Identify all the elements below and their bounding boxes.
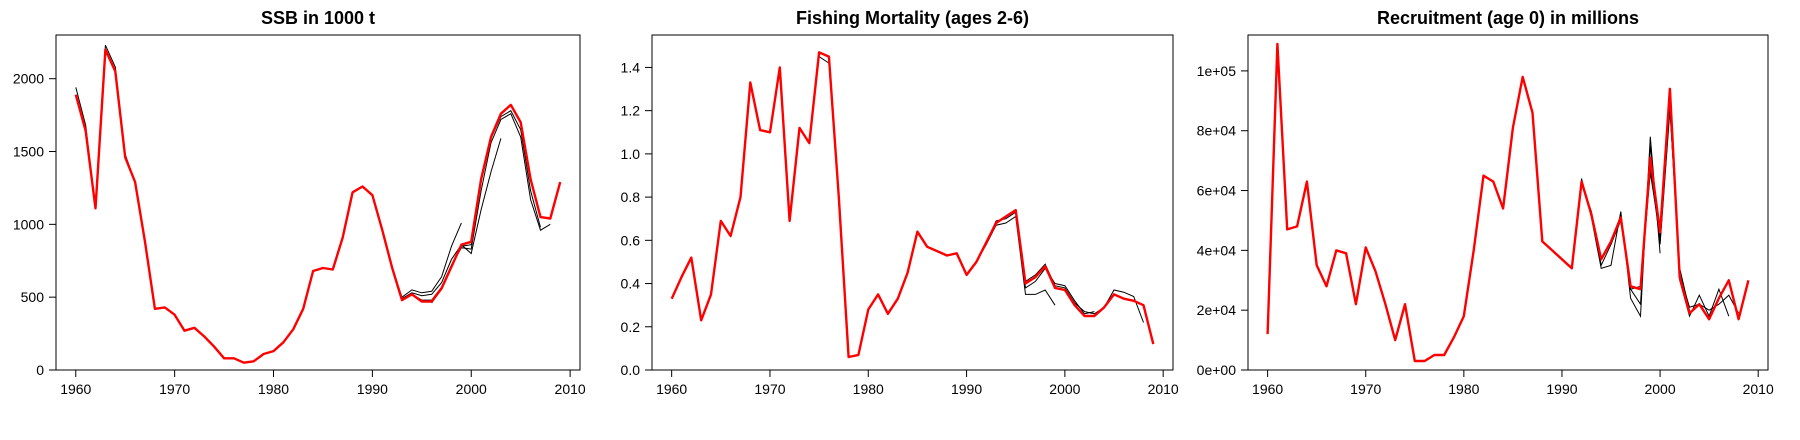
fishing-mortality-x-tick-label: 1980 xyxy=(853,381,884,397)
recruitment-y-tick-label: 2e+04 xyxy=(1197,302,1237,318)
ssb-panel: SSB in 1000 t 1960 1970 1980 1990 2000 2010 0 50… xyxy=(13,8,586,397)
recruitment-x-tick-label: 1970 xyxy=(1350,381,1381,397)
recruitment-y-tick-label: 8e+04 xyxy=(1197,123,1237,139)
ssb-y-tick-label: 500 xyxy=(21,289,45,305)
recruitment-plot-frame xyxy=(1247,34,1769,371)
fishing-mortality-y-tick-label: 1.2 xyxy=(621,103,641,119)
recruitment-y-tick-label: 6e+04 xyxy=(1197,183,1237,199)
recruitment-retrospective-series-line xyxy=(1640,106,1740,314)
ssb-x-tick-label: 1980 xyxy=(258,381,289,397)
fishing-mortality-panel: Fishing Mortality (ages 2-6) 1960 1970 1980… xyxy=(621,8,1179,397)
recruitment-x-tick-label: 2000 xyxy=(1644,381,1675,397)
ssb-x-tick-label: 1990 xyxy=(357,381,388,397)
recruitment-y-tick-label: 0e+00 xyxy=(1197,362,1237,378)
ssb-y-tick-label: 1000 xyxy=(13,216,44,232)
ssb-y-tick-label: 0 xyxy=(36,362,44,378)
recruitment-y-tick-label: 1e+05 xyxy=(1197,63,1237,79)
fishing-mortality-y-tick-label: 0.0 xyxy=(621,362,641,378)
fishing-mortality-y-tick-label: 0.4 xyxy=(621,276,641,292)
ssb-chart-title: SSB in 1000 t xyxy=(261,8,375,28)
fishing-mortality-x-tick-label: 1990 xyxy=(951,381,982,397)
recruitment-x-tick-label: 1980 xyxy=(1448,381,1479,397)
fishing-mortality-final-series-line xyxy=(670,51,1155,359)
fishing-mortality-x-tick-label: 2000 xyxy=(1049,381,1080,397)
recruitment-x-tick-label: 1990 xyxy=(1546,381,1577,397)
recruitment-chart-title: Recruitment (age 0) in millions xyxy=(1377,8,1639,28)
ssb-retrospective-series-line xyxy=(401,112,551,301)
ssb-x-tick-label: 2010 xyxy=(555,381,586,397)
fishing-mortality-x-tick-label: 2010 xyxy=(1148,381,1179,397)
fishing-mortality-plot-frame xyxy=(651,34,1174,371)
ssb-final-series-line xyxy=(74,48,562,364)
ssb-x-tick-label: 1960 xyxy=(60,381,91,397)
fishing-mortality-y-tick-label: 0.6 xyxy=(621,232,641,248)
recruitment-final-series-line xyxy=(1266,42,1750,363)
ssb-x-tick-label: 2000 xyxy=(456,381,487,397)
recruitment-x-tick-label: 1960 xyxy=(1252,381,1283,397)
ssb-retrospective-series-line xyxy=(75,44,462,364)
fishing-mortality-y-tick-label: 1.0 xyxy=(621,146,641,162)
ssb-retrospective-series-line xyxy=(401,138,502,300)
recruitment-panel: Recruitment (age 0) in millions 1960 1970 1… xyxy=(1197,8,1774,397)
ssb-y-tick-label: 2000 xyxy=(13,71,44,87)
recruitment-x-tick-label: 2010 xyxy=(1743,381,1774,397)
fishing-mortality-x-tick-label: 1960 xyxy=(656,381,687,397)
recruitment-y-tick-label: 4e+04 xyxy=(1197,242,1237,258)
fishing-mortality-y-tick-label: 0.2 xyxy=(621,319,641,335)
fishing-mortality-y-tick-label: 0.8 xyxy=(621,189,641,205)
fishing-mortality-y-tick-label: 1.4 xyxy=(621,59,641,75)
ssb-y-tick-label: 1500 xyxy=(13,144,44,160)
ssb-x-tick-label: 1970 xyxy=(159,381,190,397)
ssb-plot-frame xyxy=(55,34,581,371)
fishing-mortality-x-tick-label: 1970 xyxy=(754,381,785,397)
fishing-mortality-chart-title: Fishing Mortality (ages 2-6) xyxy=(796,8,1029,28)
fishing-mortality-retrospective-series-line xyxy=(966,215,1056,306)
fishing-mortality-retrospective-series-line xyxy=(966,211,1095,315)
